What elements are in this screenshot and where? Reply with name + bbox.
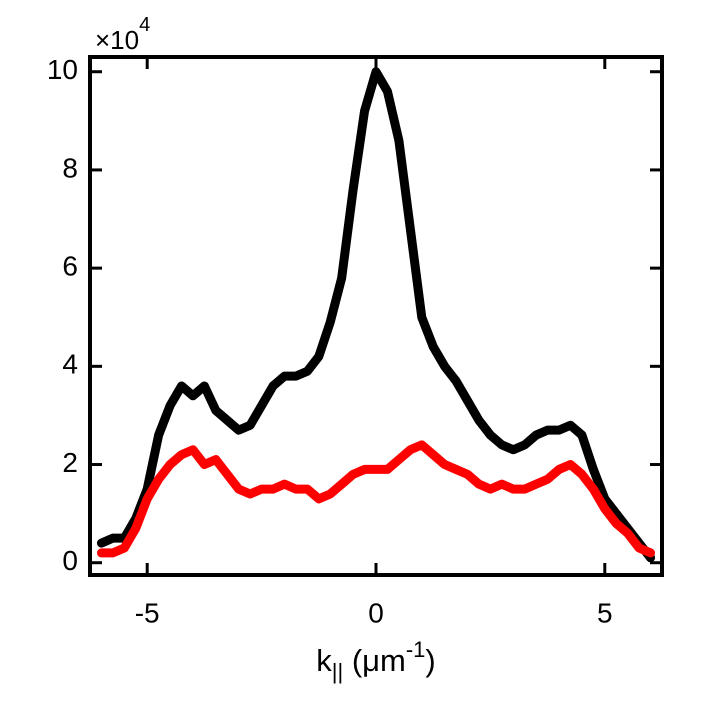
y-tick-label: 8 (62, 152, 78, 183)
label-part: ) (425, 643, 435, 678)
y-tick-label: 0 (62, 545, 78, 576)
axes-frame (88, 55, 664, 577)
multiplier-exponent: 4 (139, 14, 150, 36)
data-line (96, 67, 656, 563)
x-tick-label: -5 (135, 597, 160, 628)
x-tick-label: 0 (368, 597, 384, 628)
label-part: k (316, 643, 332, 678)
multiplier-base: ×10 (95, 25, 139, 55)
label-subscript: || (332, 659, 343, 684)
x-axis-label: k|| (μm-1) (316, 637, 435, 684)
y-multiplier: ×104 (95, 14, 150, 55)
x-tick-label: 5 (597, 597, 613, 628)
label-superscript: -1 (406, 637, 426, 662)
y-tick-label: 10 (47, 54, 78, 85)
y-tick-label: 2 (62, 447, 78, 478)
y-tick-label: 4 (62, 349, 78, 380)
y-tick-label: 6 (62, 251, 78, 282)
data-line (96, 440, 656, 558)
label-part: (μm (343, 643, 406, 678)
plot-area (96, 67, 656, 563)
